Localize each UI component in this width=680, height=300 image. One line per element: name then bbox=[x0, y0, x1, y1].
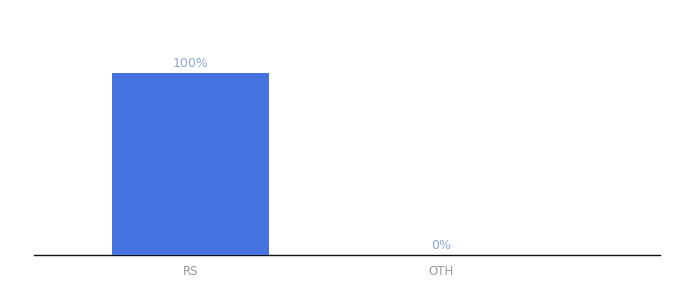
Text: 0%: 0% bbox=[430, 239, 451, 252]
Bar bbox=[112, 73, 269, 255]
Text: 100%: 100% bbox=[173, 57, 208, 70]
